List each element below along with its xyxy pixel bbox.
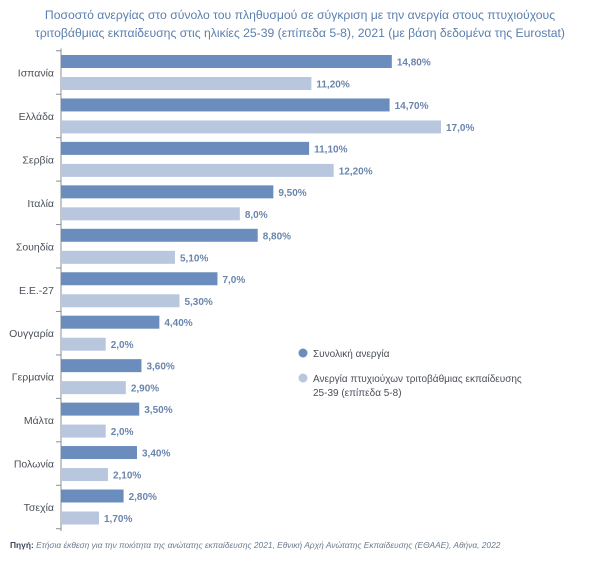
- bar-total-unemployment: [61, 402, 140, 416]
- category-label: Τσεχία: [24, 502, 54, 514]
- category-label: Ελλάδα: [19, 111, 54, 123]
- bar-graduate-unemployment: [61, 207, 240, 221]
- category-label: Ισπανία: [18, 68, 54, 80]
- data-label: 3,60%: [146, 362, 174, 373]
- bar-graduate-unemployment: [61, 337, 106, 351]
- bar-total-unemployment: [61, 446, 137, 460]
- chart-title-line-2: τριτοβάθμιας εκπαίδευσης στις ηλικίες 25…: [35, 26, 565, 40]
- data-label: 1,70%: [104, 514, 132, 525]
- legend-label-graduates-line-1: Ανεργία πτυχιούχων τριτοβάθμιας εκπαίδευ…: [313, 373, 522, 385]
- chart-title: Ποσοστό ανεργίας στο σύνολο του πληθυσμο…: [0, 6, 600, 42]
- data-label: 11,10%: [314, 144, 347, 155]
- data-label: 14,80%: [397, 58, 431, 69]
- data-label: 12,20%: [339, 166, 373, 177]
- category-label: Πολωνία: [14, 459, 54, 471]
- data-label: 8,80%: [263, 231, 291, 242]
- category-label: Γερμανία: [12, 372, 54, 384]
- data-label: 9,50%: [278, 188, 306, 199]
- data-label: 5,30%: [184, 297, 212, 308]
- legend-marker-graduates: [298, 373, 308, 383]
- bar-total-unemployment: [61, 315, 160, 329]
- bar-graduate-unemployment: [61, 468, 108, 482]
- source-text: Ετήσια έκθεση για την ποιότητα της ανώτα…: [36, 540, 501, 550]
- data-label: 8,0%: [245, 210, 268, 221]
- data-label: 2,0%: [111, 427, 134, 438]
- data-label: 3,40%: [142, 449, 170, 460]
- bar-graduate-unemployment: [61, 511, 99, 525]
- bar-total-unemployment: [61, 141, 310, 155]
- bar-total-unemployment: [61, 228, 258, 242]
- chart-title-line-1: Ποσοστό ανεργίας στο σύνολο του πληθυσμο…: [44, 8, 556, 22]
- source-label: Πηγή:: [10, 540, 34, 550]
- category-label: Ε.Ε.-27: [19, 285, 54, 297]
- bar-total-unemployment: [61, 272, 218, 286]
- data-label: 14,70%: [395, 101, 429, 112]
- bar-graduate-unemployment: [61, 424, 106, 438]
- data-label: 5,10%: [180, 253, 208, 264]
- bar-graduate-unemployment: [61, 250, 175, 264]
- data-label: 4,40%: [164, 318, 192, 329]
- data-label: 2,0%: [111, 340, 134, 351]
- bar-total-unemployment: [61, 489, 124, 503]
- bar-total-unemployment: [61, 55, 392, 68]
- bar-graduate-unemployment: [61, 294, 180, 308]
- bar-graduate-unemployment: [61, 381, 126, 395]
- data-label: 17,0%: [446, 123, 474, 134]
- category-label: Σερβία: [22, 154, 54, 166]
- data-label: 2,80%: [129, 492, 157, 503]
- data-label: 7,0%: [222, 275, 245, 286]
- data-label: 2,90%: [131, 384, 159, 395]
- source-note: Πηγή: Ετήσια έκθεση για την ποιότητα της…: [10, 540, 500, 550]
- bar-total-unemployment: [61, 359, 142, 373]
- bar-graduate-unemployment: [61, 120, 441, 134]
- bar-total-unemployment: [61, 98, 390, 112]
- category-label: Σουηδία: [16, 241, 54, 253]
- category-label: Ιταλία: [27, 198, 54, 210]
- legend-label-total: Συνολική ανεργία: [313, 348, 390, 360]
- legend-marker-total: [298, 348, 308, 358]
- category-label: Ουγγαρία: [9, 328, 54, 340]
- data-label: 11,20%: [316, 80, 349, 91]
- data-label: 3,50%: [144, 405, 172, 416]
- legend-label-graduates-line-2: 25-39 (επίπεδα 5-8): [313, 387, 402, 399]
- data-label: 2,10%: [113, 471, 141, 482]
- category-label: Μάλτα: [24, 415, 54, 427]
- bar-graduate-unemployment: [61, 163, 334, 177]
- bar-graduate-unemployment: [61, 77, 312, 90]
- bar-total-unemployment: [61, 185, 274, 199]
